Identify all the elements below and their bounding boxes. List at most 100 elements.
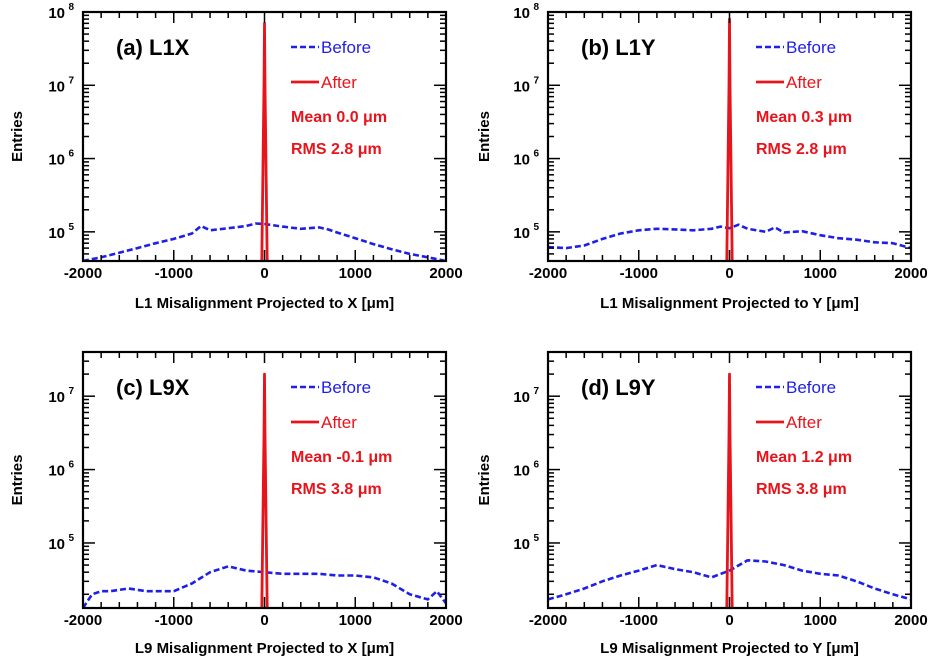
y-tick-base: 10 xyxy=(48,78,65,95)
y-tick-exponent: 6 xyxy=(68,149,74,160)
y-tick-base: 10 xyxy=(513,152,530,169)
stat-text: Mean -0.1 μm xyxy=(291,449,392,466)
y-tick-exponent: 7 xyxy=(533,386,539,397)
y-tick-exponent: 5 xyxy=(533,533,539,544)
y-tick-label: 10 7 xyxy=(48,386,74,406)
legend-label-after: After xyxy=(321,413,357,432)
legend-label-after: After xyxy=(321,73,357,92)
y-tick-base: 10 xyxy=(513,5,530,22)
y-tick-label: 10 7 xyxy=(48,75,74,95)
x-tick-label: -2000 xyxy=(64,265,102,282)
x-tick-label: -2000 xyxy=(529,265,567,282)
x-tick-label: -1000 xyxy=(620,265,658,282)
y-tick-exponent: 6 xyxy=(533,149,539,160)
y-tick-label: 10 6 xyxy=(48,149,74,169)
y-tick-base: 10 xyxy=(513,536,530,553)
series-line-before xyxy=(83,222,446,261)
y-tick-base: 10 xyxy=(513,78,530,95)
y-tick-exponent: 5 xyxy=(68,222,74,233)
y-tick-base: 10 xyxy=(48,225,65,242)
x-tick-label: -2000 xyxy=(64,612,102,629)
legend-label-after: After xyxy=(786,73,822,92)
series-line-before xyxy=(83,565,446,608)
y-tick-base: 10 xyxy=(48,5,65,22)
y-tick-base: 10 xyxy=(513,389,530,406)
y-tick-exponent: 5 xyxy=(68,533,74,544)
y-tick-exponent: 7 xyxy=(533,75,539,86)
y-tick-exponent: 8 xyxy=(533,2,539,13)
x-tick-label: 1000 xyxy=(804,612,837,629)
x-tick-label: 1000 xyxy=(339,265,372,282)
y-tick-base: 10 xyxy=(513,225,530,242)
y-tick-label: 10 5 xyxy=(48,222,74,242)
legend-label-after: After xyxy=(786,413,822,432)
y-tick-base: 10 xyxy=(48,463,65,480)
x-tick-label: 2000 xyxy=(894,612,927,629)
y-tick-base: 10 xyxy=(48,536,65,553)
y-tick-label: 10 5 xyxy=(48,533,74,553)
x-axis-label: L1 Misalignment Projected to X [μm] xyxy=(135,295,394,312)
y-tick-label: 10 8 xyxy=(513,2,539,22)
x-tick-label: 2000 xyxy=(894,265,927,282)
x-tick-label: 0 xyxy=(725,265,733,282)
x-tick-label: 2000 xyxy=(429,265,462,282)
x-tick-label: 2000 xyxy=(429,612,462,629)
y-tick-exponent: 5 xyxy=(533,222,539,233)
y-axis-label: Entries xyxy=(9,455,26,506)
y-tick-exponent: 8 xyxy=(68,2,74,13)
stat-text: RMS 2.8 μm xyxy=(291,141,382,158)
x-tick-label: 0 xyxy=(725,612,733,629)
y-tick-label: 10 7 xyxy=(513,386,539,406)
legend-label-before: Before xyxy=(786,38,836,57)
stat-text: Mean 0.3 μm xyxy=(756,109,852,126)
panel-title: (d) L9Y xyxy=(581,375,656,400)
y-axis-label: Entries xyxy=(9,111,26,162)
y-tick-base: 10 xyxy=(48,152,65,169)
x-tick-label: -1000 xyxy=(155,612,193,629)
x-axis-label: L9 Misalignment Projected to Y [μm] xyxy=(600,640,859,657)
stat-text: Mean 1.2 μm xyxy=(756,449,852,466)
stat-text: RMS 2.8 μm xyxy=(756,141,847,158)
series-line-after xyxy=(725,372,734,608)
x-tick-label: 1000 xyxy=(804,265,837,282)
y-tick-label: 10 8 xyxy=(48,2,74,22)
y-tick-exponent: 6 xyxy=(533,460,539,471)
y-tick-label: 10 6 xyxy=(513,149,539,169)
x-tick-label: -2000 xyxy=(529,612,567,629)
legend-label-before: Before xyxy=(321,38,371,57)
legend-label-before: Before xyxy=(321,378,371,397)
x-tick-label: -1000 xyxy=(620,612,658,629)
series-line-after xyxy=(260,372,269,608)
panel-title: (c) L9X xyxy=(116,375,190,400)
y-axis-label: Entries xyxy=(476,455,493,506)
series-line-before xyxy=(548,223,911,250)
stat-text: RMS 3.8 μm xyxy=(291,481,382,498)
x-tick-label: 0 xyxy=(260,265,268,282)
y-tick-label: 10 5 xyxy=(513,533,539,553)
series-line-after xyxy=(725,17,734,261)
x-tick-label: 1000 xyxy=(339,612,372,629)
stat-text: RMS 3.8 μm xyxy=(756,481,847,498)
series-line-after xyxy=(260,22,269,261)
y-tick-exponent: 7 xyxy=(68,386,74,397)
series-line-before xyxy=(548,559,911,601)
stat-text: Mean 0.0 μm xyxy=(291,109,387,126)
y-tick-label: 10 7 xyxy=(513,75,539,95)
x-tick-label: 0 xyxy=(260,612,268,629)
y-tick-exponent: 6 xyxy=(68,460,74,471)
legend-label-before: Before xyxy=(786,378,836,397)
y-tick-base: 10 xyxy=(513,463,530,480)
panel-title: (a) L1X xyxy=(116,35,190,60)
y-tick-exponent: 7 xyxy=(68,75,74,86)
x-axis-label: L9 Misalignment Projected to X [μm] xyxy=(135,640,394,657)
x-tick-label: -1000 xyxy=(155,265,193,282)
y-tick-label: 10 6 xyxy=(513,460,539,480)
x-axis-label: L1 Misalignment Projected to Y [μm] xyxy=(600,295,859,312)
y-tick-label: 10 6 xyxy=(48,460,74,480)
y-tick-label: 10 5 xyxy=(513,222,539,242)
